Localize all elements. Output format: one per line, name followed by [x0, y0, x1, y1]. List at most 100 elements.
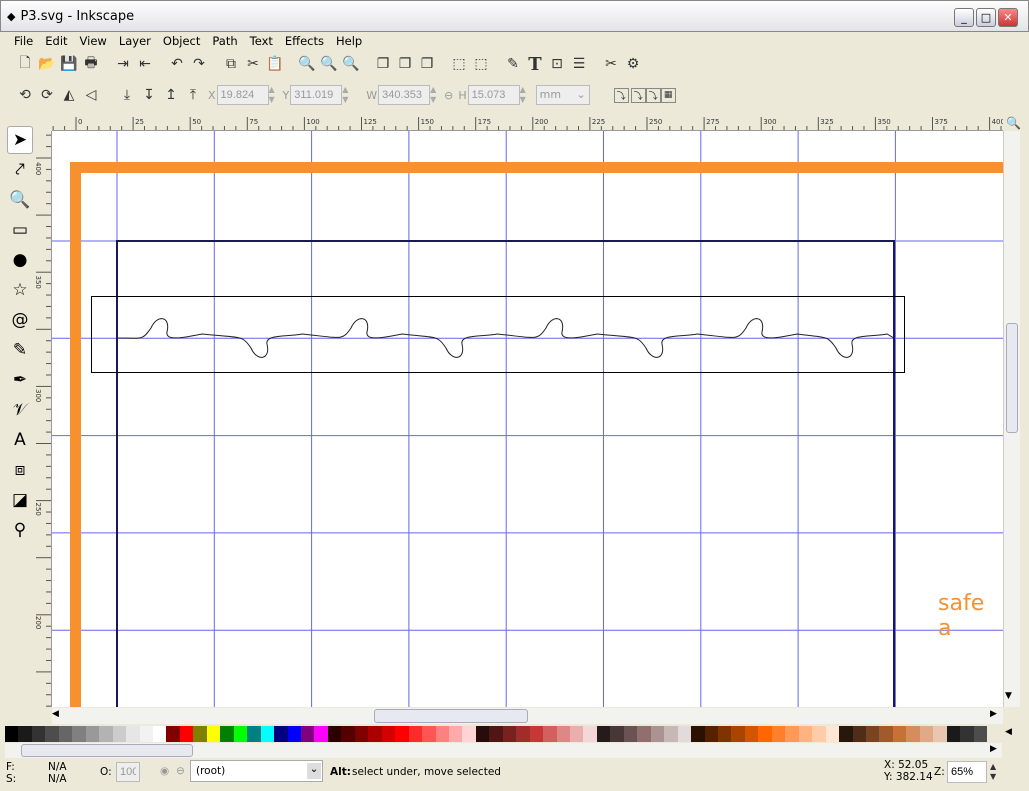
zoom-corner-icon[interactable]: 🔍: [1006, 116, 1021, 130]
palette-swatch[interactable]: [314, 726, 328, 742]
layer-lock-icon[interactable]: ⊖: [176, 765, 185, 777]
palette-swatch[interactable]: [300, 726, 315, 742]
scroll-down-icon[interactable]: ▼: [1005, 691, 1012, 701]
rotate-cw-icon[interactable]: ⟳: [41, 87, 53, 103]
flip-vertical-icon[interactable]: ◁: [85, 87, 97, 103]
palette-swatch[interactable]: [596, 726, 611, 742]
raise-icon[interactable]: ↥: [165, 87, 177, 103]
flip-horizontal-icon[interactable]: ◭: [63, 87, 75, 103]
palette-swatch[interactable]: [906, 726, 920, 742]
palette-swatch[interactable]: [206, 726, 221, 742]
palette-swatch[interactable]: [771, 726, 786, 742]
palette-swatch[interactable]: [462, 726, 476, 742]
palette-swatch[interactable]: [126, 726, 140, 742]
palette-swatch[interactable]: [152, 726, 167, 742]
print-icon[interactable]: 🖶: [84, 55, 98, 71]
palette-swatch[interactable]: [960, 726, 974, 742]
fill-value[interactable]: N/A: [48, 761, 67, 773]
palette-swatch[interactable]: [718, 726, 732, 742]
zoom-drawing-icon[interactable]: 🔍: [320, 56, 338, 72]
transform-patterns-icon[interactable]: ▦: [660, 87, 676, 103]
palette-swatch[interactable]: [233, 726, 248, 742]
scroll-right-icon[interactable]: ▶: [990, 709, 997, 719]
vertical-ruler[interactable]: 400 350 300 250 200: [36, 131, 52, 707]
palette-swatch[interactable]: [354, 726, 369, 742]
palette-swatch[interactable]: [193, 726, 207, 742]
xml-editor-icon[interactable]: ⊡: [551, 56, 563, 72]
x-field[interactable]: [216, 85, 269, 105]
palette-swatch[interactable]: [72, 726, 86, 742]
layer-select[interactable]: (root) ⌄: [190, 760, 323, 782]
stroke-value[interactable]: N/A: [48, 773, 67, 785]
h-spinner[interactable]: ▲ ▼: [519, 85, 526, 104]
w-field[interactable]: [378, 85, 431, 105]
zoom-page-icon[interactable]: 🔍: [342, 56, 360, 72]
menu-file[interactable]: File: [14, 34, 34, 48]
menu-effects[interactable]: Effects: [284, 34, 324, 48]
save-icon[interactable]: 💾: [60, 56, 78, 72]
palette-swatch[interactable]: [422, 726, 436, 742]
fill-stroke-icon[interactable]: ✎: [507, 56, 519, 72]
palette-swatch[interactable]: [677, 726, 692, 742]
raise-top-icon[interactable]: ⤒: [189, 87, 197, 103]
palette-swatch[interactable]: [919, 726, 934, 742]
connector-tool-button[interactable]: ⧈: [7, 456, 33, 484]
palette-swatch[interactable]: [381, 726, 396, 742]
palette-swatch[interactable]: [45, 726, 59, 742]
palette-swatch[interactable]: [691, 726, 705, 742]
palette-swatch[interactable]: [610, 726, 624, 742]
scale-stroke-icon[interactable]: ⤵: [613, 87, 629, 103]
selection-bounding-box[interactable]: [91, 296, 905, 373]
pen-tool-button[interactable]: ✒: [7, 366, 33, 394]
lower-bottom-icon[interactable]: ⤓: [123, 87, 131, 103]
cut-icon[interactable]: ✂: [247, 56, 259, 72]
palette-swatch[interactable]: [623, 726, 638, 742]
import-icon[interactable]: ⇥: [117, 56, 129, 72]
star-tool-button[interactable]: ☆: [7, 276, 33, 304]
menu-help[interactable]: Help: [336, 34, 363, 48]
duplicate-icon[interactable]: ❐: [376, 56, 390, 72]
menu-object[interactable]: Object: [162, 34, 201, 48]
scale-corners-icon[interactable]: ⤵: [630, 87, 646, 103]
palette-swatch[interactable]: [731, 726, 745, 742]
redo-icon[interactable]: ↷: [193, 56, 205, 72]
palette-swatch[interactable]: [946, 726, 961, 742]
horizontal-ruler[interactable]: 0 25 50 75 100 125 150 175 200 225 250 275 300 325 350…: [52, 117, 1003, 131]
palette-swatch[interactable]: [260, 726, 275, 742]
scroll-left-icon[interactable]: ◀: [52, 709, 59, 719]
spiral-tool-button[interactable]: @: [7, 306, 33, 334]
horizontal-scrollbar[interactable]: ◀ ▶: [52, 708, 1003, 724]
opacity-field[interactable]: [116, 762, 140, 782]
palette-swatch[interactable]: [139, 726, 153, 742]
wavy-path[interactable]: [116, 318, 895, 358]
palette-swatch[interactable]: [973, 726, 988, 742]
horizontal-scroll-thumb[interactable]: [374, 709, 528, 723]
palette-swatch[interactable]: [892, 726, 907, 742]
selector-tool-button[interactable]: ➤: [7, 126, 33, 154]
palette-swatch[interactable]: [758, 726, 772, 742]
drawing-canvas[interactable]: safe a: [52, 131, 1003, 707]
preferences-icon[interactable]: ✂: [605, 56, 617, 72]
palette-swatch[interactable]: [18, 726, 32, 742]
palette-menu-icon[interactable]: ◀: [1005, 727, 1012, 737]
palette-swatch[interactable]: [502, 726, 517, 742]
zoom-tool-button[interactable]: 🔍: [7, 186, 33, 214]
palette-swatch[interactable]: [448, 726, 463, 742]
node-tool-button[interactable]: ⤤: [7, 156, 33, 184]
zoom-selection-icon[interactable]: 🔍: [298, 56, 316, 72]
open-icon[interactable]: 📂: [38, 56, 56, 72]
palette-swatch[interactable]: [435, 726, 449, 742]
palette-swatch[interactable]: [825, 726, 840, 742]
palette-swatch[interactable]: [637, 726, 651, 742]
y-field[interactable]: [290, 85, 343, 105]
palette-swatch[interactable]: [812, 726, 826, 742]
palette-swatch[interactable]: [785, 726, 799, 742]
pencil-tool-button[interactable]: ✎: [7, 336, 33, 364]
menu-view[interactable]: View: [79, 34, 107, 48]
align-icon[interactable]: ☰: [572, 56, 586, 72]
calligraphy-tool-button[interactable]: 𝒱: [7, 396, 33, 424]
palette-swatch[interactable]: [704, 726, 719, 742]
palette-scroll-right-icon[interactable]: ▶: [990, 744, 997, 754]
close-button[interactable]: ✕: [998, 8, 1018, 27]
palette-swatch[interactable]: [368, 726, 382, 742]
